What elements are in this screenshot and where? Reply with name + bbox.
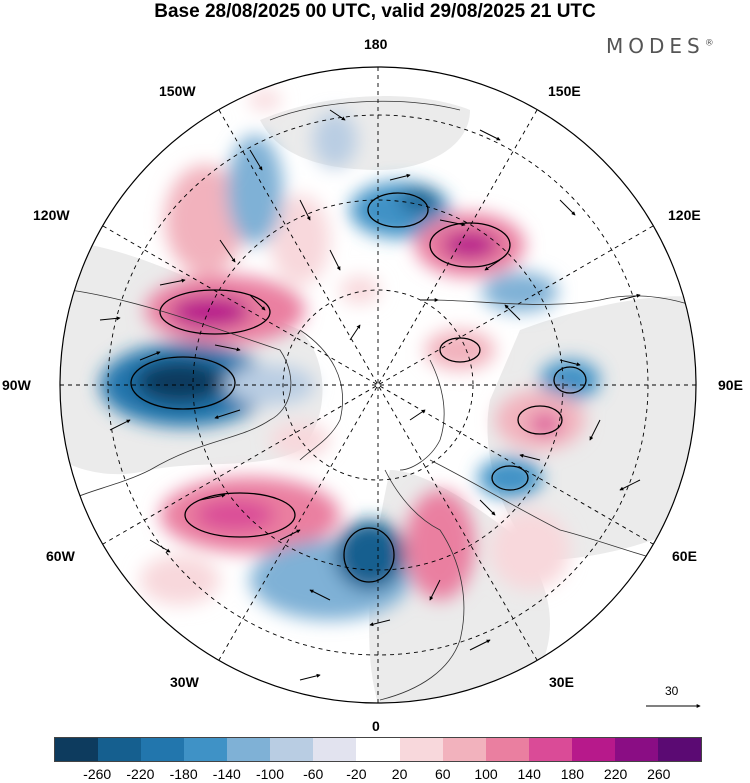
graticule: [60, 67, 696, 703]
colorbar-swatch: [141, 738, 185, 761]
colorbar-swatch: [528, 738, 572, 761]
anomaly-field: [100, 90, 600, 620]
lon-label-90w: 90W: [2, 377, 31, 393]
colorbar-tick-label: -260: [83, 766, 112, 782]
colorbar-swatch: [399, 738, 443, 761]
colorbar: [54, 737, 702, 762]
colorbar-tick-label: 100: [474, 766, 498, 782]
lon-label-120e: 120E: [668, 207, 701, 223]
colorbar-tick-label: 140: [517, 766, 541, 782]
colorbar-tick-label: -100: [255, 766, 285, 782]
map-title: Base 28/08/2025 00 UTC, valid 29/08/2025…: [154, 1, 596, 22]
colorbar-swatch: [270, 738, 314, 761]
colorbar-tick-label: 220: [603, 766, 628, 782]
colorbar-swatch: [657, 738, 701, 761]
brand-logo: MODES®: [606, 34, 714, 58]
brand-mark: ®: [704, 38, 714, 49]
map-disk: [60, 67, 696, 703]
lon-label-30e: 30E: [549, 674, 574, 690]
colorbar-swatch: [227, 738, 271, 761]
lon-label-180: 180: [364, 36, 388, 52]
colorbar-swatch: [98, 738, 142, 761]
lon-label-30w: 30W: [170, 674, 199, 690]
wind-vectors: [99, 109, 641, 681]
colorbar-swatch: [485, 738, 529, 761]
colorbar-tick-label: 180: [560, 766, 585, 782]
colorbar-swatch: [614, 738, 658, 761]
map-boundary: [59, 66, 697, 704]
colorbar-tick-label: -180: [169, 766, 198, 782]
colorbar-tick-label: 260: [647, 766, 671, 782]
colorbar-tick-label: -20: [346, 766, 367, 782]
lon-label-150e: 150E: [548, 83, 581, 99]
colorbar-tick-label: 20: [391, 766, 408, 782]
lon-label-60w: 60W: [46, 548, 75, 564]
colorbar-swatch: [442, 738, 486, 761]
colorbar-tick-label: -220: [126, 766, 155, 782]
reference-vector-label: 30: [665, 684, 679, 698]
lon-label-120w: 120W: [33, 207, 70, 223]
lon-label-60e: 60E: [672, 548, 697, 564]
colorbar-tick-label: -140: [212, 766, 241, 782]
lon-label-0: 0: [372, 718, 380, 734]
colorbar-swatch: [571, 738, 615, 761]
colorbar-swatch: [356, 738, 400, 761]
colorbar-swatch: [184, 738, 228, 761]
lon-label-90e: 90E: [718, 377, 743, 393]
lon-label-150w: 150W: [159, 83, 196, 99]
colorbar-swatch: [55, 738, 99, 761]
colorbar-tick-label: -60: [303, 766, 324, 782]
colorbar-swatch: [313, 738, 357, 761]
contour-lines: [130, 192, 587, 583]
colorbar-tick-label: 60: [435, 766, 451, 782]
brand-text: MODES: [606, 34, 705, 58]
